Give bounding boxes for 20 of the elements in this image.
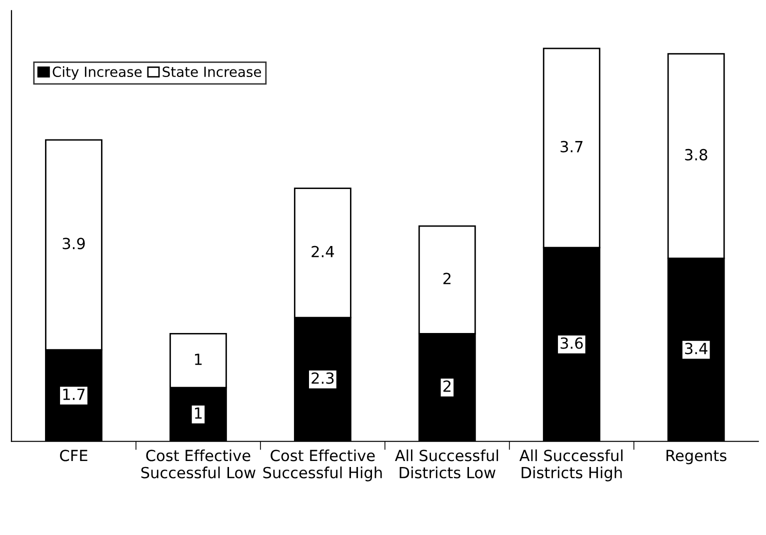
data-label: 3.4 [685, 342, 708, 354]
data-label: 1.7 [63, 388, 85, 400]
x-tick-label: Cost Effective Successful High [263, 449, 382, 482]
data-label: 3.9 [62, 238, 85, 250]
data-label: 3.7 [560, 140, 582, 152]
data-label: 2.4 [312, 246, 334, 258]
legend-label: State Increase [162, 66, 262, 78]
data-label: 2.3 [312, 372, 334, 384]
data-label: 1 [195, 354, 202, 365]
legend-label: City Increase [52, 66, 142, 80]
x-tick-label: All Successful Districts High [519, 449, 622, 482]
data-label: 3.6 [560, 337, 583, 349]
data-label: 1 [195, 408, 202, 419]
x-tick-label: Cost Effective Successful Low [141, 449, 256, 478]
x-tick-label: Regents [666, 450, 726, 464]
data-label: 3.8 [685, 148, 708, 160]
x-tick-label: CFE [60, 450, 88, 462]
x-tick-label: All Successful Districts Low [394, 449, 498, 478]
data-label: 2 [443, 380, 450, 392]
data-label: 2 [443, 272, 450, 284]
